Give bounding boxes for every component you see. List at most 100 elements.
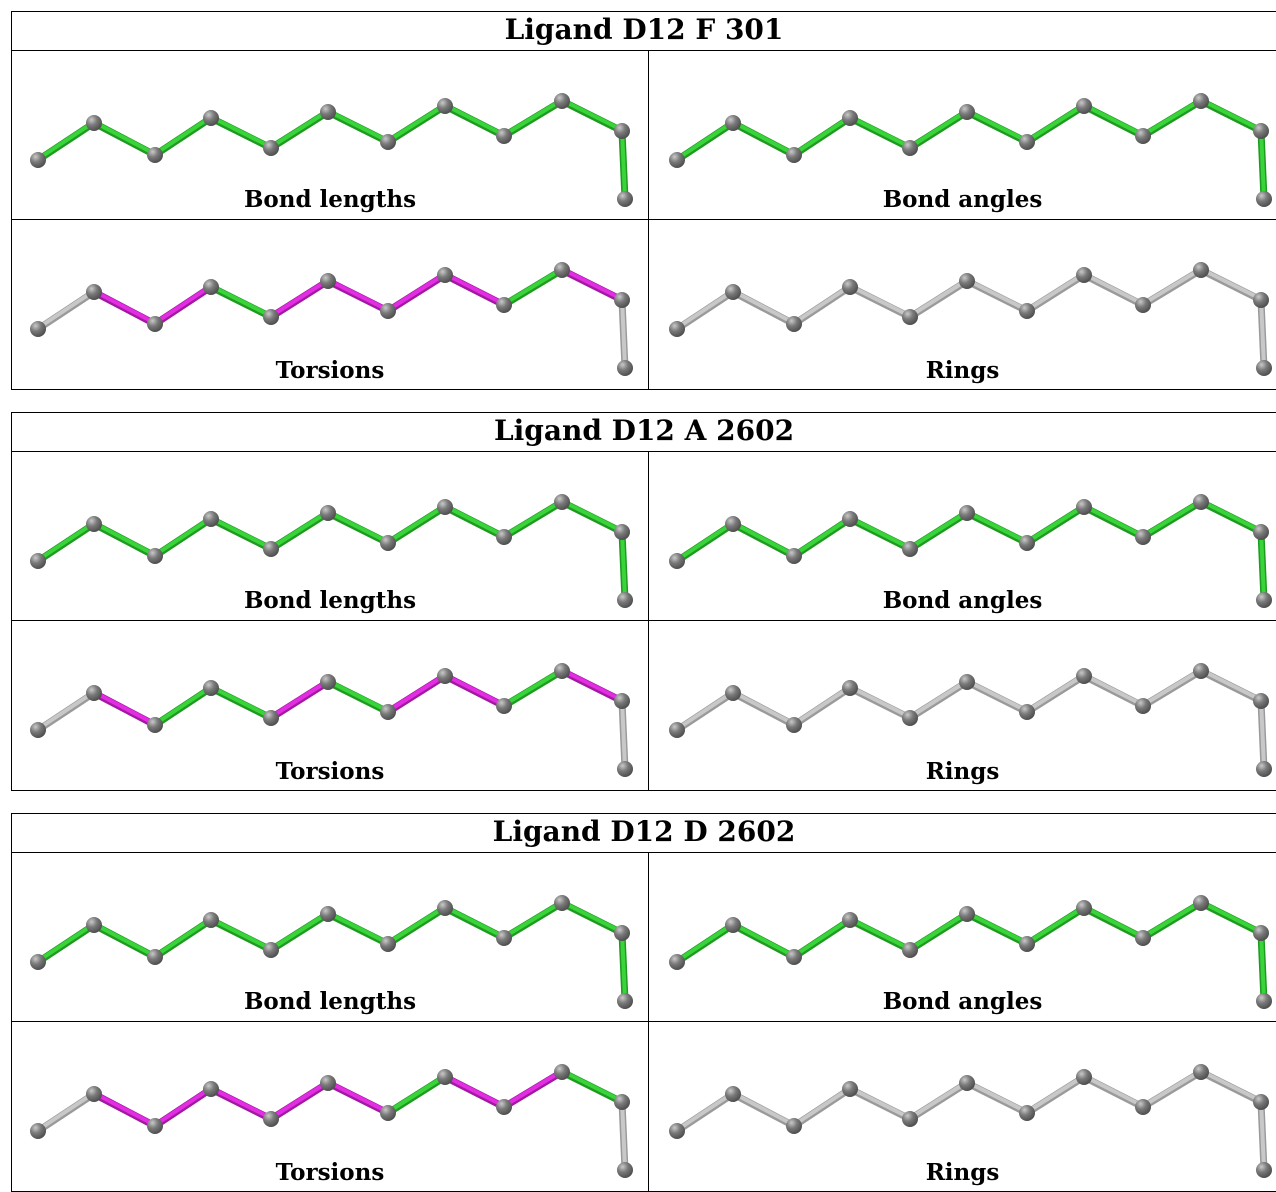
bond-highlight: [560, 900, 624, 934]
bond-highlight: [620, 529, 627, 601]
bond-highlight: [443, 905, 506, 939]
bond-highlight: [1082, 504, 1145, 538]
atom: [496, 529, 512, 545]
bond-highlight: [36, 289, 96, 330]
atom: [203, 680, 219, 696]
atom: [554, 494, 570, 510]
atom: [1256, 592, 1272, 608]
atom: [614, 524, 630, 540]
bond-highlight: [209, 115, 273, 149]
bond-highlight: [1082, 905, 1145, 939]
atom: [263, 710, 279, 726]
atom: [786, 147, 802, 163]
atom: [30, 152, 46, 168]
atom: [1135, 297, 1151, 313]
atom: [380, 134, 396, 150]
panel-rings: Rings: [649, 220, 1276, 389]
atom: [554, 663, 570, 679]
atom: [86, 115, 102, 131]
atom: [86, 1086, 102, 1102]
bond-highlight: [269, 679, 330, 719]
atom: [1253, 123, 1269, 139]
atom: [725, 284, 741, 300]
atom: [1256, 191, 1272, 207]
atom: [30, 553, 46, 569]
bond-highlight: [731, 690, 796, 726]
atom: [147, 949, 163, 965]
atom: [959, 505, 975, 521]
bond-highlight: [153, 685, 213, 726]
atom: [320, 1075, 336, 1091]
atom: [786, 1118, 802, 1134]
bond-highlight: [620, 930, 627, 1002]
bond-highlight: [620, 1099, 627, 1171]
bond-highlight: [1259, 1099, 1266, 1171]
bond-highlight: [1259, 930, 1266, 1002]
bond-highlight: [848, 685, 912, 719]
bond-highlight: [269, 911, 330, 951]
bond-highlight: [1025, 504, 1086, 544]
atom: [147, 717, 163, 733]
panel-bond-lengths: Bond lengths: [12, 853, 649, 1022]
bond-highlight: [386, 103, 447, 143]
atom: [786, 949, 802, 965]
atom: [263, 1111, 279, 1127]
atom: [496, 297, 512, 313]
panel-torsions: Torsions: [12, 1022, 649, 1191]
bond-highlight: [908, 109, 969, 149]
atom: [496, 128, 512, 144]
atom: [617, 761, 633, 777]
atom: [959, 906, 975, 922]
atom: [1019, 303, 1035, 319]
ligand-block-1: Ligand D12 F 301 Bond lengths Bond angle…: [11, 11, 1276, 390]
panel-bond-angles: Bond angles: [649, 51, 1276, 220]
bond-highlight: [1025, 1074, 1086, 1114]
bond-highlight: [443, 1074, 506, 1108]
atom: [959, 674, 975, 690]
bond-highlight: [965, 510, 1029, 544]
bond-highlight: [36, 120, 96, 161]
bond-highlight: [153, 1086, 213, 1127]
panel-bond-angles: Bond angles: [649, 853, 1276, 1022]
bond-highlight: [386, 1074, 447, 1114]
atom: [380, 535, 396, 551]
molecule-diagram: [669, 895, 1272, 1009]
molecule-diagram: [669, 93, 1272, 207]
atom: [786, 548, 802, 564]
atom: [1019, 134, 1035, 150]
atom: [1256, 1162, 1272, 1178]
atom: [380, 1105, 396, 1121]
atom: [786, 717, 802, 733]
bond-highlight: [502, 98, 564, 137]
bond-highlight: [1141, 98, 1203, 137]
bond-highlight: [792, 1086, 852, 1127]
ligand-block-3: Ligand D12 D 2602 Bond lengths Bond angl…: [11, 813, 1276, 1192]
bond-highlight: [1259, 529, 1266, 601]
bond-highlight: [848, 115, 912, 149]
atom: [669, 321, 685, 337]
bond-highlight: [620, 698, 627, 770]
bond-highlight: [1141, 1069, 1203, 1108]
atom: [786, 316, 802, 332]
atom: [842, 511, 858, 527]
atom: [902, 140, 918, 156]
bond-highlight: [792, 685, 852, 726]
bond-highlight: [965, 911, 1029, 945]
panel-label: Rings: [925, 357, 1000, 384]
molecule-diagram: [669, 494, 1272, 608]
atom: [725, 516, 741, 532]
ligand-title: Ligand D12 D 2602: [12, 814, 1276, 853]
bond-highlight: [386, 673, 447, 713]
atom: [1253, 925, 1269, 941]
bond-highlight: [443, 103, 506, 137]
molecule-diagram: [30, 494, 633, 608]
atom: [1253, 1094, 1269, 1110]
bond-highlight: [153, 516, 213, 557]
panel-rings: Rings: [649, 1022, 1276, 1191]
bond-highlight: [908, 510, 969, 550]
bond-highlight: [92, 922, 157, 958]
bond-highlight: [1141, 267, 1203, 306]
bond-highlight: [269, 510, 330, 550]
bond-highlight: [792, 115, 852, 156]
bond-highlight: [731, 922, 796, 958]
